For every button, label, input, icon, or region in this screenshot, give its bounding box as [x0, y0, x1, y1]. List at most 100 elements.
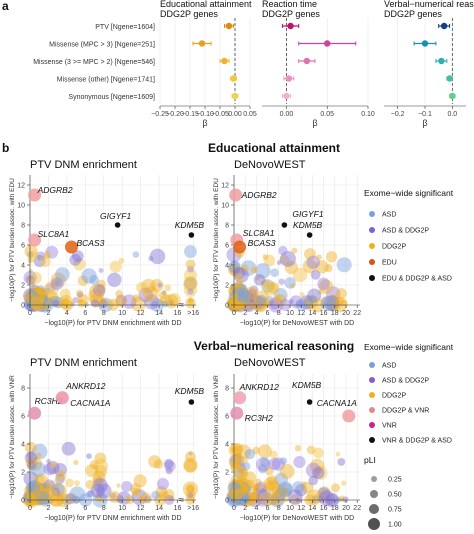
- gene-point: [303, 295, 318, 310]
- legend-label: DDG2P: [382, 244, 406, 251]
- x-tick-label: 14: [309, 505, 317, 512]
- legend-swatch: [369, 211, 375, 217]
- legend-title-b: Exome−wide significant: [364, 188, 454, 198]
- effect-point: [446, 75, 453, 82]
- gene-point: [66, 492, 77, 504]
- gene-point: [251, 295, 266, 310]
- gene-point: [253, 273, 266, 286]
- x-tick-label: 0.05: [320, 111, 334, 118]
- gene-point: [260, 457, 270, 467]
- y-tick-label: 8: [225, 386, 229, 393]
- forest-title: Educational attainment: [160, 0, 252, 9]
- gene-point: [231, 447, 238, 453]
- effect-point: [438, 57, 445, 65]
- gene-point: [230, 489, 242, 502]
- effect-point: [221, 57, 228, 65]
- gene-point: [77, 275, 89, 286]
- legend-label: ASD & DDG2P: [382, 228, 429, 235]
- gene-point: [151, 490, 160, 500]
- gene-point: [310, 270, 321, 280]
- gene-point: [318, 490, 335, 507]
- gene-point: [317, 496, 324, 503]
- gene-point: [28, 457, 43, 471]
- gene-point: [229, 266, 240, 277]
- gene-point: [284, 277, 296, 289]
- category-label: PTV [Ngene=1604]: [95, 24, 155, 31]
- gene-point: [182, 481, 199, 497]
- gene-point: [163, 489, 175, 500]
- y-tick-label: 2: [21, 470, 25, 477]
- gene-point: [131, 489, 148, 506]
- gene-point: [230, 462, 240, 471]
- x-tick-label: −0.10: [196, 111, 214, 118]
- gene-point: [303, 248, 316, 261]
- gene-point: [311, 495, 320, 504]
- gene-point: [59, 295, 74, 310]
- y-tick-label: 10: [17, 203, 25, 210]
- gene-point: [115, 294, 127, 306]
- gene-point: [309, 295, 318, 303]
- x-tick-label: 6: [266, 310, 270, 317]
- effect-point: [303, 57, 311, 65]
- gene-point: [242, 462, 251, 471]
- x-tick-label: 16: [174, 310, 182, 317]
- gene-point: [303, 298, 313, 309]
- gene-point: [183, 283, 198, 297]
- gene-point: [233, 267, 249, 283]
- x-axis-label: −log10(P) for PTV DNM enrichment with DD: [44, 515, 181, 522]
- gene-point: [267, 475, 278, 486]
- gene-point: [279, 254, 290, 265]
- gene-point: [155, 486, 168, 498]
- gene-point: [251, 296, 267, 312]
- gene-point: [271, 457, 286, 471]
- gene-point: [232, 458, 243, 469]
- x-tick-label: 2: [46, 505, 50, 512]
- gene-point: [45, 245, 59, 259]
- gene-point: [186, 485, 195, 493]
- gene-point: [43, 251, 52, 259]
- gene-point: [30, 490, 40, 500]
- legend-swatch: [369, 377, 375, 383]
- gene-point: [270, 268, 279, 278]
- x-tick-label: 14: [155, 310, 163, 317]
- gene-point: [51, 483, 67, 498]
- x-tick-label: 8: [102, 505, 106, 512]
- highlighted-gene-point: [28, 233, 42, 247]
- x-tick-label: 10: [118, 310, 126, 317]
- gene-point: [77, 291, 84, 299]
- gene-point: [46, 459, 51, 464]
- gene-point: [238, 468, 248, 478]
- gene-point: [50, 483, 65, 497]
- gene-point: [106, 298, 119, 311]
- gene-point: [71, 250, 84, 262]
- x-tick-label: 2: [243, 310, 247, 317]
- gene-point: [81, 268, 97, 284]
- gene-point: [92, 283, 106, 297]
- gene-point: [342, 496, 349, 503]
- gene-point: [39, 256, 51, 268]
- gene-point: [161, 290, 167, 295]
- gene-point: [150, 278, 164, 293]
- gene-point: [185, 451, 196, 463]
- legend-label: EDU & DDG2P & ASD: [382, 276, 452, 283]
- gene-point: [254, 478, 262, 486]
- x-tick-label: 12: [297, 505, 305, 512]
- gene-point: [258, 491, 273, 506]
- x-axis-label: β: [202, 118, 207, 128]
- gene-point: [284, 260, 298, 275]
- gene-point: [294, 445, 302, 452]
- y-tick-label: 8: [21, 223, 25, 230]
- effect-point: [287, 22, 294, 30]
- gene-point: [96, 279, 106, 289]
- gene-point: [61, 441, 76, 456]
- gene-point: [234, 466, 249, 481]
- gene-point: [185, 259, 196, 270]
- gene-point: [151, 300, 159, 308]
- gene-point: [98, 267, 104, 274]
- gene-point: [274, 294, 282, 302]
- highlighted-gene-point: [306, 232, 313, 238]
- forest-subtitle: DDG2P genes: [262, 9, 320, 19]
- legend-label: ASD: [382, 212, 396, 219]
- legend-label: VNR & DDG2P & ASD: [382, 438, 452, 445]
- gene-point: [48, 492, 63, 507]
